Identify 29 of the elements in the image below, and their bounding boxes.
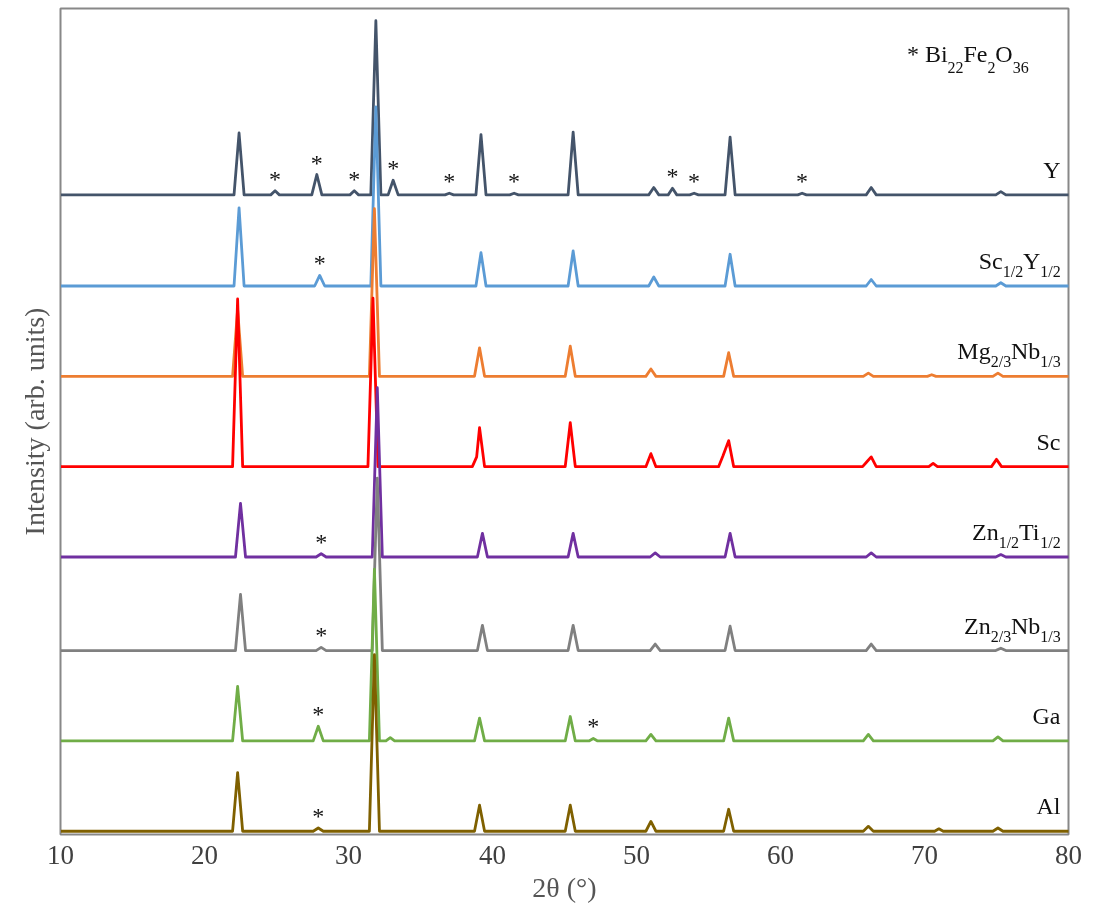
x-tick-label: 70 <box>911 839 938 870</box>
x-tick-label: 10 <box>47 839 74 870</box>
annotation: * <box>312 701 325 728</box>
x-axis-title: 2θ (°) <box>532 871 597 903</box>
x-tick-label: 20 <box>191 839 218 870</box>
y-axis-title: Intensity (arb. units) <box>18 307 50 536</box>
annotation: * <box>313 250 326 277</box>
series-label: Al <box>1036 793 1061 820</box>
x-tick-label: 60 <box>767 839 794 870</box>
annotation: * <box>387 155 400 182</box>
series-label: Ga <box>1032 702 1061 729</box>
annotation: * <box>315 528 328 555</box>
x-tick-label: 80 <box>1055 839 1082 870</box>
x-tick-label: 30 <box>335 839 362 870</box>
annotation: * <box>312 802 325 829</box>
annotation: * <box>688 168 701 195</box>
annotation: * <box>666 163 679 190</box>
x-tick-label: 50 <box>623 839 650 870</box>
series-label: Sc <box>1036 428 1061 455</box>
series-label: Y <box>1043 156 1061 183</box>
annotation: * <box>508 168 521 195</box>
annotation: * <box>587 713 600 740</box>
annotation: * <box>796 168 809 195</box>
annotation: * <box>443 168 456 195</box>
x-tick-label: 40 <box>479 839 506 870</box>
annotation: * <box>310 149 323 176</box>
annotation: * <box>348 165 361 192</box>
annotation: * <box>269 165 282 192</box>
annotation: * <box>315 622 328 649</box>
